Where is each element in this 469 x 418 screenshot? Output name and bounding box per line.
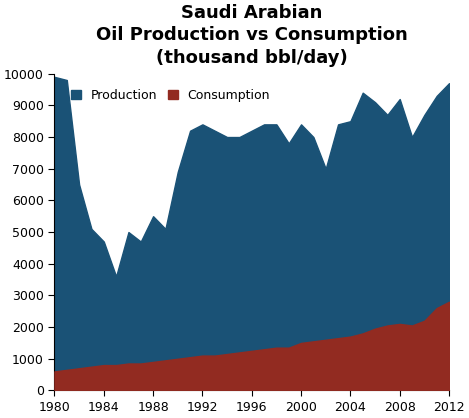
Legend: Production, Consumption: Production, Consumption xyxy=(68,86,272,104)
Title: Saudi Arabian
Oil Production vs Consumption
(thousand bbl/day): Saudi Arabian Oil Production vs Consumpt… xyxy=(96,4,408,66)
